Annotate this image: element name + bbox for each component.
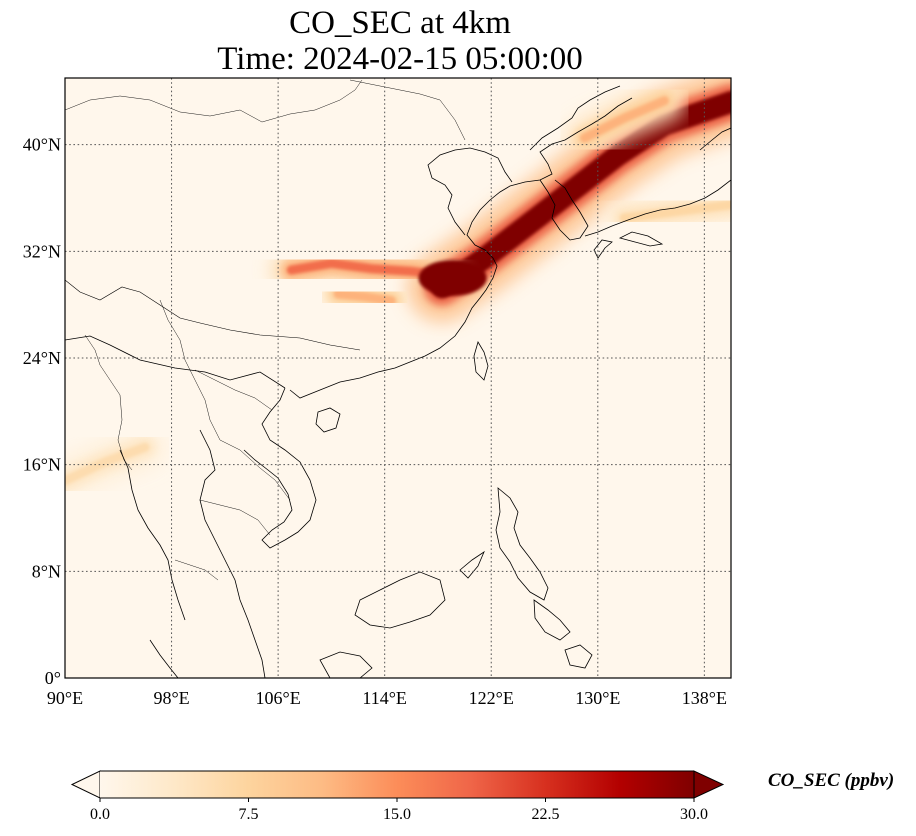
lon-tick-label: 90°E bbox=[47, 688, 83, 708]
map-title: CO_SEC at 4km bbox=[289, 5, 511, 41]
map-axes: 90°E 98°E 106°E 114°E 122°E 130°E 138°E 0° 8°N 16… bbox=[23, 135, 727, 708]
colorbar-tick-label: 30.0 bbox=[680, 806, 708, 823]
lon-tick-label: 122°E bbox=[469, 688, 514, 708]
plume-core bbox=[407, 78, 731, 323]
plume-core-blob bbox=[418, 260, 487, 296]
colorbar-tick-label: 0.0 bbox=[90, 806, 110, 823]
colorbar-gradient bbox=[100, 771, 694, 798]
colorbar-extend-min bbox=[70, 770, 101, 799]
plume-south-lobe bbox=[317, 273, 413, 322]
colorbar: 0.0 7.5 15.0 22.5 30.0 bbox=[70, 770, 725, 823]
haze-southwest bbox=[65, 426, 166, 502]
plume-south-lobe-core bbox=[333, 289, 396, 306]
lon-tick-label: 138°E bbox=[682, 688, 727, 708]
map-frame bbox=[64, 77, 732, 679]
lat-tick-label: 0° bbox=[45, 668, 61, 688]
plume-north-arm bbox=[563, 79, 686, 159]
colorbar-label: CO_SEC (ppbv) bbox=[768, 770, 895, 791]
haze-japan-east-core bbox=[619, 200, 731, 223]
lon-tick-label: 114°E bbox=[362, 688, 407, 708]
haze-southwest-core bbox=[65, 442, 150, 486]
colorbar-tick-label: 7.5 bbox=[239, 806, 259, 823]
plume-west-band bbox=[270, 242, 463, 297]
country-borders bbox=[65, 79, 466, 581]
co-concentration-field bbox=[65, 78, 731, 502]
plume-core-core bbox=[431, 91, 731, 299]
coastlines bbox=[65, 85, 731, 678]
lat-tick-label: 40°N bbox=[23, 135, 61, 155]
colorbar-tick-label: 22.5 bbox=[532, 806, 560, 823]
haze-japan-east bbox=[603, 183, 731, 239]
lat-tick-label: 32°N bbox=[23, 241, 61, 261]
colorbar-tick-label: 15.0 bbox=[383, 806, 411, 823]
colorbar-extend-max bbox=[693, 770, 725, 799]
lon-tick-label: 98°E bbox=[153, 688, 189, 708]
plume-north-arm-core bbox=[579, 96, 670, 143]
map-subtitle-time: Time: 2024-02-15 05:00:00 bbox=[217, 41, 583, 77]
graticule bbox=[65, 78, 731, 678]
lat-tick-label: 16°N bbox=[23, 455, 61, 475]
lat-tick-label: 24°N bbox=[23, 348, 61, 368]
lon-tick-label: 106°E bbox=[256, 688, 301, 708]
lon-tick-label: 130°E bbox=[575, 688, 620, 708]
lat-tick-label: 8°N bbox=[32, 561, 61, 581]
